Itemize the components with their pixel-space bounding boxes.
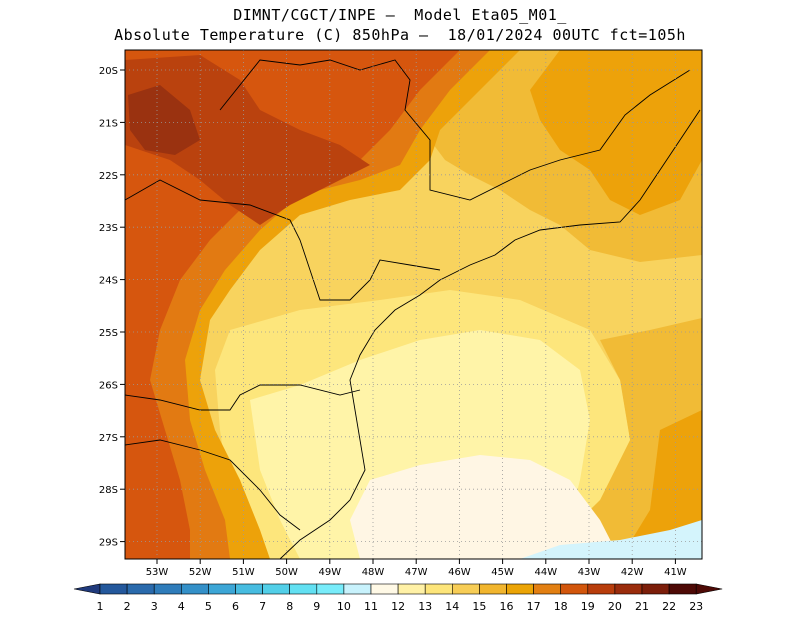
colorbar-swatch xyxy=(587,583,616,595)
political-borders xyxy=(125,59,701,559)
colorbar-swatch xyxy=(208,583,236,595)
colorbar-swatch xyxy=(262,583,291,595)
colorbar-swatch xyxy=(641,583,670,595)
colorbar-label: 2 xyxy=(124,600,131,613)
lat-tick-label: 29S xyxy=(99,538,118,549)
lon-tick-label: 41W xyxy=(664,567,687,578)
field-band-21 xyxy=(128,85,200,155)
temperature-field xyxy=(125,50,702,559)
title-line-2: Absolute Temperature (C) 850hPa – 18/01/… xyxy=(114,26,686,44)
colorbar-swatch xyxy=(668,583,697,595)
title-line-1: DIMNT/CGCT/INPE – Model Eta05_M01_ xyxy=(233,6,567,24)
lon-tick-label: 47W xyxy=(405,567,428,578)
map-grid xyxy=(125,50,702,559)
lon-tick-label: 46W xyxy=(448,567,471,578)
lat-tick-label: 22S xyxy=(99,171,118,182)
colorbar-label: 18 xyxy=(554,600,568,613)
colorbar-label: 7 xyxy=(259,600,266,613)
state-border-line xyxy=(125,179,441,301)
longitude-axis: 53W 52W 51W 50W 49W 48W 47W 46W 45W 44W 43W 42W 41W xyxy=(146,559,687,578)
colorbar-label: 22 xyxy=(662,600,676,613)
lon-tick-label: 49W xyxy=(318,567,341,578)
colorbar-label: 23 xyxy=(689,600,703,613)
colorbar-swatch xyxy=(614,583,643,595)
colorbar-label: 15 xyxy=(472,600,486,613)
lat-tick-label: 24S xyxy=(99,276,118,287)
colorbar-label: 4 xyxy=(178,600,185,613)
colorbar-swatch xyxy=(424,583,453,595)
colorbar-left-arrow xyxy=(73,583,101,595)
lon-tick-label: 52W xyxy=(189,567,212,578)
colorbar-label: 6 xyxy=(232,600,239,613)
colorbar-swatch xyxy=(126,583,155,595)
lon-tick-label: 51W xyxy=(232,567,255,578)
state-border-line xyxy=(219,59,691,201)
colorbar-label: 5 xyxy=(205,600,212,613)
colorbar-swatch xyxy=(289,583,318,595)
colorbar-swatch xyxy=(99,583,128,595)
state-border-line xyxy=(125,439,301,531)
colorbar-label: 20 xyxy=(608,600,622,613)
lon-tick-label: 42W xyxy=(621,567,644,578)
lat-tick-label: 28S xyxy=(99,485,118,496)
colorbar-swatch xyxy=(479,583,507,595)
lat-tick-label: 25S xyxy=(99,328,118,339)
field-band-17-se xyxy=(620,410,702,559)
colorbar-swatch xyxy=(506,583,534,595)
colorbar-label: 17 xyxy=(527,600,541,613)
colorbar-label: 13 xyxy=(418,600,432,613)
field-band-17-ne xyxy=(530,50,702,215)
colorbar-label: 10 xyxy=(337,600,351,613)
colorbar-label: 16 xyxy=(500,600,514,613)
colorbar-label: 11 xyxy=(364,600,378,613)
colorbar-swatch xyxy=(153,583,182,595)
lon-tick-label: 53W xyxy=(146,567,169,578)
lon-tick-label: 48W xyxy=(362,567,385,578)
colorbar-swatch xyxy=(370,583,399,595)
colorbar-swatch xyxy=(560,583,589,595)
coastline xyxy=(279,109,701,559)
colorbar-right-arrow xyxy=(695,583,723,595)
colorbar-label: 8 xyxy=(286,600,293,613)
map-frame xyxy=(124,49,703,560)
colorbar: 1 2 3 4 5 6 7 8 9 10 11 12 13 14 15 16 17 18 19 20 21 22 23 xyxy=(73,583,723,613)
colorbar-swatch xyxy=(316,583,345,595)
colorbar-swatch xyxy=(533,583,561,595)
colorbar-swatch xyxy=(181,583,209,595)
colorbar-label: 19 xyxy=(581,600,595,613)
field-band-12 xyxy=(350,455,620,559)
lat-tick-label: 20S xyxy=(99,66,118,77)
colorbar-label: 9 xyxy=(313,600,320,613)
lat-tick-label: 23S xyxy=(99,223,118,234)
colorbar-label: 14 xyxy=(445,600,459,613)
lat-tick-label: 26S xyxy=(99,380,118,391)
state-border-line xyxy=(125,384,361,411)
colorbar-label: 12 xyxy=(391,600,405,613)
latitude-axis: 20S 21S 22S 23S 24S 25S 26S 27S 28S 29S xyxy=(99,66,125,549)
lon-tick-label: 44W xyxy=(534,567,557,578)
field-band-20 xyxy=(125,55,370,225)
colorbar-swatch xyxy=(451,583,480,595)
lon-tick-label: 45W xyxy=(491,567,514,578)
colorbar-swatch xyxy=(235,583,263,595)
colorbar-swatch xyxy=(343,583,372,595)
field-band-11 xyxy=(520,520,702,559)
colorbar-label: 21 xyxy=(635,600,649,613)
colorbar-label: 1 xyxy=(97,600,104,613)
lat-tick-label: 21S xyxy=(99,118,118,129)
colorbar-label: 3 xyxy=(151,600,158,613)
lon-tick-label: 50W xyxy=(275,567,298,578)
lat-tick-label: 27S xyxy=(99,433,118,444)
lon-tick-label: 43W xyxy=(578,567,601,578)
colorbar-swatch xyxy=(397,583,426,595)
